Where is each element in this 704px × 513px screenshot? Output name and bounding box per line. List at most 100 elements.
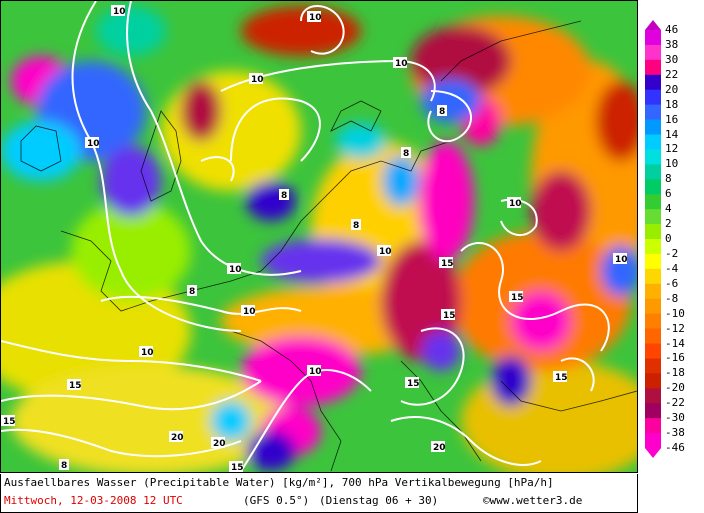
colorbar-swatch xyxy=(645,119,661,135)
contour-label: 15 xyxy=(405,377,420,389)
legend-value: 6 xyxy=(665,187,672,201)
colorbar-swatch xyxy=(645,433,661,449)
contour-label: 8 xyxy=(187,285,197,297)
svg-text:10: 10 xyxy=(141,348,154,358)
valid-time: Mittwoch, 12-03-2008 12 UTC xyxy=(4,494,183,507)
svg-text:10: 10 xyxy=(379,247,392,257)
legend-value: -16 xyxy=(665,351,685,365)
colorbar-swatch xyxy=(645,134,661,150)
colorbar-swatch xyxy=(645,239,661,255)
legend-value: 30 xyxy=(665,52,679,66)
colorbar-swatch xyxy=(645,44,661,61)
legend-value: 0 xyxy=(665,232,672,245)
legend-value: 18 xyxy=(665,97,679,111)
colorbar-swatch xyxy=(645,343,661,359)
svg-text:8: 8 xyxy=(439,107,445,117)
svg-text:15: 15 xyxy=(69,381,82,391)
contour-label: 10 xyxy=(377,245,392,257)
svg-text:10: 10 xyxy=(509,199,522,209)
contour-label: 10 xyxy=(85,137,100,149)
contour-label: 20 xyxy=(169,431,184,443)
coastlines xyxy=(20,20,637,472)
colorbar-swatch xyxy=(645,179,661,195)
contour-label: 15 xyxy=(229,461,244,472)
legend-value: -14 xyxy=(665,336,685,350)
legend-value: 10 xyxy=(665,157,679,171)
legend-value: 22 xyxy=(665,67,679,81)
contour-label: 10 xyxy=(307,11,322,23)
legend-value: 38 xyxy=(665,37,679,51)
contour-label: 8 xyxy=(59,459,69,471)
contour-label: 15 xyxy=(439,257,454,269)
svg-text:15: 15 xyxy=(511,293,524,303)
contour-label: 10 xyxy=(613,253,628,265)
svg-text:10: 10 xyxy=(395,59,408,69)
contour-label: 15 xyxy=(553,371,568,383)
weather-map: 10 10 10 10 10 10 10 10 10 10 10 10 8 8 … xyxy=(0,0,638,473)
caption-panel: Ausfaellbares Wasser (Precipitable Water… xyxy=(0,474,638,513)
svg-text:10: 10 xyxy=(251,75,264,85)
colorbar-swatch xyxy=(645,89,661,106)
contour-label: 8 xyxy=(401,147,411,159)
contour-label: 10 xyxy=(507,197,522,209)
map-field: 10 10 10 10 10 10 10 10 10 10 10 10 8 8 … xyxy=(1,1,637,472)
contour-label: 20 xyxy=(431,441,446,453)
contour-label: 20 xyxy=(211,437,226,449)
contour-label: 15 xyxy=(67,379,82,391)
svg-text:15: 15 xyxy=(441,259,454,269)
colorbar-swatch xyxy=(645,104,661,121)
contour-label: 15 xyxy=(1,415,16,427)
legend-value: -8 xyxy=(665,291,679,305)
svg-text:10: 10 xyxy=(615,255,628,265)
svg-text:15: 15 xyxy=(443,311,456,321)
colorbar-swatch xyxy=(645,268,661,285)
colorbar-swatch xyxy=(645,59,661,76)
legend-value: -38 xyxy=(665,426,685,440)
legend-value: -12 xyxy=(665,321,685,335)
run-info: (Dienstag 06 + 30) xyxy=(319,494,439,507)
svg-text:10: 10 xyxy=(243,307,256,317)
colorbar-swatch xyxy=(645,164,661,180)
legend-value: -10 xyxy=(665,306,685,320)
colorbar-swatch xyxy=(645,358,661,374)
contour-label: 8 xyxy=(437,105,447,117)
svg-text:8: 8 xyxy=(403,149,409,159)
legend-value: 16 xyxy=(665,112,679,126)
credit-link[interactable]: ©www.wetter3.de xyxy=(483,494,583,507)
legend-value: -6 xyxy=(665,276,679,290)
svg-text:10: 10 xyxy=(87,139,100,149)
colorbar-swatch xyxy=(645,283,661,300)
colorbar-swatch xyxy=(645,149,661,165)
colorbar-swatch xyxy=(645,74,661,91)
legend-value: -2 xyxy=(665,246,679,260)
colorbar-bottom-arrow xyxy=(645,448,661,458)
svg-text:20: 20 xyxy=(213,439,226,449)
legend-value: 2 xyxy=(665,217,672,231)
legend-value: 12 xyxy=(665,142,679,156)
svg-text:8: 8 xyxy=(189,287,195,297)
colorbar-swatch xyxy=(645,30,661,46)
contour-label: 8 xyxy=(351,219,361,231)
svg-text:20: 20 xyxy=(433,443,446,453)
svg-text:15: 15 xyxy=(555,373,568,383)
svg-text:15: 15 xyxy=(3,417,16,427)
legend-value: -18 xyxy=(665,366,685,380)
model-info: (GFS 0.5°) xyxy=(243,494,310,507)
legend-value: -46 xyxy=(665,441,685,454)
svg-text:10: 10 xyxy=(309,13,322,23)
legend-value: 4 xyxy=(665,202,672,216)
chart-title: Ausfaellbares Wasser (Precipitable Water… xyxy=(4,476,554,489)
colorbar-swatch xyxy=(645,328,661,344)
contour-label: 10 xyxy=(307,365,322,377)
svg-text:15: 15 xyxy=(407,379,420,389)
colorbar-swatch xyxy=(645,298,661,315)
colorbar-swatch xyxy=(645,253,661,270)
legend-value: -20 xyxy=(665,381,685,395)
colorbar-swatch xyxy=(645,418,661,434)
legend-value: -4 xyxy=(665,261,679,275)
legend-value: 20 xyxy=(665,82,679,96)
contour-label: 15 xyxy=(509,291,524,303)
legend-value: 8 xyxy=(665,172,672,186)
vertical-motion-contours xyxy=(1,1,610,472)
colorbar-swatch xyxy=(645,373,661,389)
